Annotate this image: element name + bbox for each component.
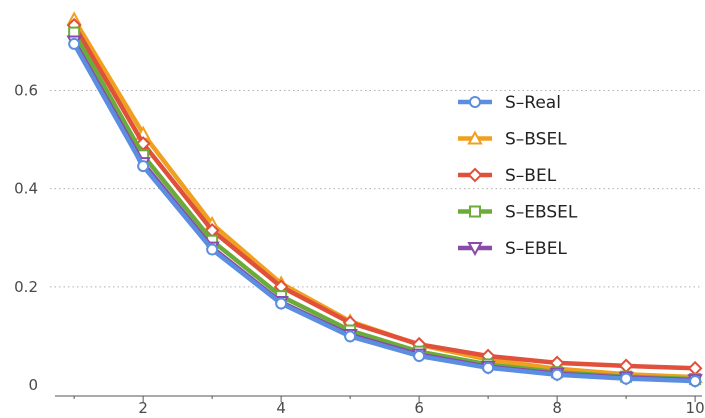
y-tick-label: 0.4 (14, 180, 38, 198)
legend-item: S–BEL (458, 166, 557, 186)
series-sreal (68, 37, 702, 388)
legend-item: S–BSEL (458, 130, 567, 150)
legend-item: S–Real (458, 93, 561, 113)
data-point-diamond (687, 360, 703, 376)
series-line (72, 40, 696, 383)
y-tick-label: 0.2 (14, 278, 38, 296)
legend-item: S–EBSEL (458, 203, 578, 223)
data-point-triangle-down (467, 242, 483, 257)
data-point-square (469, 205, 481, 218)
data-point-circle (482, 361, 495, 374)
legend-label: S–EBEL (505, 239, 567, 259)
legend-label: S–EBSEL (505, 203, 578, 223)
y-axis-tick-labels: 0 0.2 0.4 0.6 (14, 82, 38, 394)
data-point-circle (413, 350, 426, 363)
data-point-circle (469, 96, 481, 108)
data-point-circle (620, 372, 633, 385)
series-line (72, 42, 696, 384)
legend-label: S–Real (505, 93, 561, 113)
data-point-circle (68, 37, 81, 50)
data-point-circle (137, 160, 150, 173)
data-point-diamond (618, 358, 634, 374)
series-sbel (66, 17, 703, 376)
y-tick-label: 0.6 (14, 82, 38, 100)
data-point-circle (206, 243, 219, 256)
x-tick-label: 10 (686, 399, 705, 417)
legend-label: S–BSEL (505, 130, 567, 150)
x-tick-label: 8 (552, 399, 562, 417)
legend-item: S–EBEL (458, 239, 567, 259)
x-axis-ticks: 2 4 6 8 10 (73, 396, 705, 417)
data-point-diamond (467, 167, 483, 183)
data-point-triangle (467, 130, 483, 145)
y-tick-label: 0 (28, 376, 38, 394)
gridlines (50, 90, 702, 288)
data-point-circle (344, 330, 357, 343)
series-line (72, 24, 696, 371)
series-line (72, 31, 696, 382)
x-tick-label: 4 (276, 399, 286, 417)
data-point-circle (551, 368, 564, 381)
data-point-circle (275, 297, 288, 310)
data-point-circle (689, 375, 702, 388)
x-tick-label: 6 (414, 399, 424, 417)
legend-label: S–BEL (505, 166, 557, 186)
legend: S–Real S–BSEL S–BEL S–EBSEL S–EBEL (458, 93, 578, 259)
x-tick-label: 2 (138, 399, 148, 417)
series-sbsel (66, 11, 703, 384)
